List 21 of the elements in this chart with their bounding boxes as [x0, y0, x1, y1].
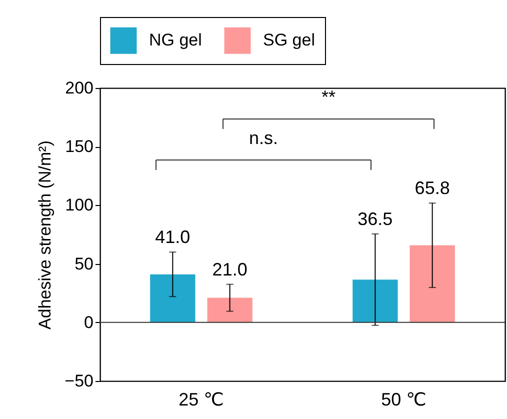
y-tick-label: 200: [65, 78, 94, 98]
data-label: 41.0: [155, 227, 190, 248]
bar: [150, 274, 196, 322]
x-tick-label: 25 ℃: [178, 390, 224, 410]
y-tick-label: −50: [64, 372, 94, 390]
annotation: **: [321, 87, 336, 107]
bar: [410, 245, 455, 322]
y-tick-label: 150: [65, 137, 94, 156]
bar: [352, 280, 398, 322]
data-label: 36.5: [358, 208, 393, 229]
x-tick-label: 50 ℃: [381, 390, 426, 410]
legend-label: NG gel: [149, 30, 202, 50]
bar: [207, 298, 252, 322]
y-tick-label: 50: [74, 254, 94, 274]
annotation: n.s.: [248, 128, 278, 148]
data-label: 65.8: [414, 178, 450, 198]
data-label: 21.0: [212, 259, 248, 280]
y-tick-label: 100: [65, 196, 94, 215]
legend-label: SG gel: [263, 30, 315, 50]
y-axis-title: Adhesive strength (N/m²): [36, 140, 55, 330]
y-tick-label: 0: [84, 312, 94, 332]
